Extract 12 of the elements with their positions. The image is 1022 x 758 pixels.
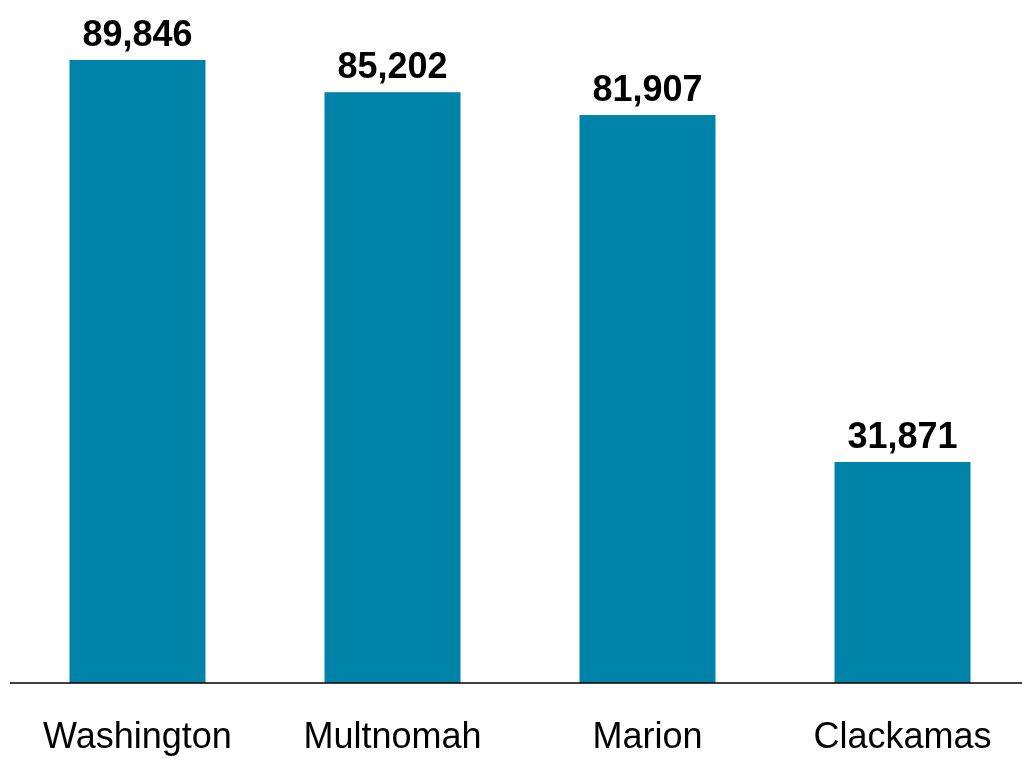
x-tick-label: Multnomah xyxy=(303,715,482,756)
x-tick-label: Washington xyxy=(43,715,232,756)
bar xyxy=(69,60,206,683)
bar xyxy=(579,115,716,683)
x-tick-label: Marion xyxy=(592,715,703,756)
bar xyxy=(834,462,971,683)
bar xyxy=(324,92,461,683)
data-label: 81,907 xyxy=(592,68,703,110)
x-tick-label: Clackamas xyxy=(813,715,992,756)
data-label: 85,202 xyxy=(337,45,448,87)
data-label: 31,871 xyxy=(847,415,958,456)
data-label: 89,846 xyxy=(82,13,193,54)
